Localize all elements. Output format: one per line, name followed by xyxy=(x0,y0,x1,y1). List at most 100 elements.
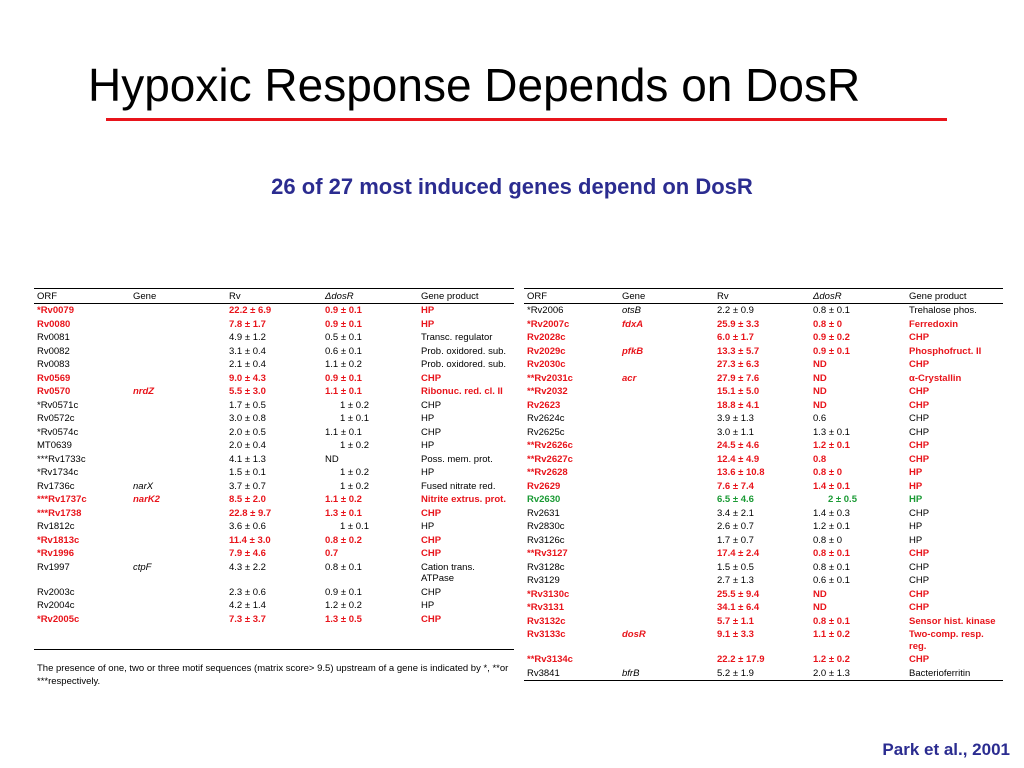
table-row: Rv2030c 27.3 ± 6.3 ND CHP xyxy=(524,358,1003,372)
rv-cell: 4.9 ± 1.2 xyxy=(229,332,266,343)
orf-cell: Rv2030c xyxy=(527,359,566,370)
right-table-wrap: ORF Gene Rv ΔdosR Gene product *Rv2006 otsB 2.… xyxy=(524,288,1003,681)
gene-cell xyxy=(130,345,226,359)
table-row: **Rv2628 13.6 ± 10.8 0.8 ± 0 HP xyxy=(524,466,1003,480)
product-cell: Sensor hist. kinase xyxy=(909,615,996,627)
orf-cell: Rv2029c xyxy=(527,345,566,357)
rv-cell: 3.9 ± 1.3 xyxy=(717,413,754,424)
dosr-cell: 0.6 ± 0.1 xyxy=(813,575,850,586)
product-cell: Ribonuc. red. cl. II xyxy=(421,386,503,397)
table-row: *Rv0574c 2.0 ± 0.5 1.1 ± 0.1 CHP xyxy=(34,426,514,440)
gene-cell xyxy=(130,304,226,318)
orf-cell: Rv3133c xyxy=(527,629,566,640)
table-row: **Rv2627c 12.4 ± 4.9 0.8 CHP xyxy=(524,453,1003,467)
table-row: Rv0080 7.8 ± 1.7 0.9 ± 0.1 HP xyxy=(34,318,514,332)
orf-cell: Rv3841 xyxy=(524,666,619,681)
product-cell: Two-comp. resp. reg. xyxy=(906,628,1003,653)
product-cell: Transc. regulator xyxy=(421,332,493,343)
gene-cell: otsB xyxy=(622,305,642,316)
dosr-cell: 0.7 xyxy=(325,548,339,559)
table-row: *Rv1813c 11.4 ± 3.0 0.8 ± 0.2 CHP xyxy=(34,534,514,548)
rv-cell: 6.0 ± 1.7 xyxy=(717,332,754,343)
rv-cell: 24.5 ± 4.6 xyxy=(717,440,760,451)
col-dosr-header: ΔdosR xyxy=(810,288,906,304)
product-cell: HP xyxy=(421,305,435,316)
dosr-cell: 1 ± 0.2 xyxy=(340,399,369,411)
dosr-cell: 0.9 ± 0.1 xyxy=(325,318,362,330)
table-row: Rv2004c 4.2 ± 1.4 1.2 ± 0.2 HP xyxy=(34,599,514,613)
orf-cell: *Rv3130c xyxy=(527,588,570,600)
rv-cell: 2.6 ± 0.7 xyxy=(717,521,754,532)
dosr-cell: 0.8 ± 0.1 xyxy=(813,548,850,559)
rv-cell: 3.1 ± 0.4 xyxy=(229,345,266,357)
product-cell: CHP xyxy=(421,507,442,519)
orf-cell: *Rv1996 xyxy=(37,548,74,559)
product-cell: HP xyxy=(909,467,923,478)
rv-cell: 13.3 ± 5.7 xyxy=(717,345,760,357)
orf-cell: **Rv2627c xyxy=(527,453,573,465)
orf-cell: ***Rv1738 xyxy=(37,507,82,519)
gene-cell xyxy=(130,534,226,548)
table-row: ***Rv1738 22.8 ± 9.7 1.3 ± 0.1 CHP xyxy=(34,507,514,521)
gene-cell xyxy=(619,385,714,399)
rv-cell: 9.0 ± 4.3 xyxy=(229,372,266,384)
orf-cell: Rv2629 xyxy=(527,480,561,492)
table-row: Rv0082 3.1 ± 0.4 0.6 ± 0.1 Prob. oxidored. … xyxy=(34,345,514,359)
orf-cell: *Rv2006 xyxy=(527,305,564,316)
orf-cell: Rv1736c xyxy=(37,480,75,492)
product-cell: CHP xyxy=(909,399,930,411)
rv-cell: 2.0 ± 0.4 xyxy=(229,440,266,451)
gene-cell xyxy=(619,331,714,345)
citation: Park et al., 2001 xyxy=(882,740,1010,759)
orf-cell: **Rv2032 xyxy=(527,386,568,397)
dosr-cell: 0.8 ± 0 xyxy=(813,534,842,546)
table-row: *Rv2007c fdxA 25.9 ± 3.3 0.8 ± 0 Ferredoxin xyxy=(524,318,1003,332)
rv-cell: 7.6 ± 7.4 xyxy=(717,480,754,492)
dosr-cell: 1.4 ± 0.1 xyxy=(813,480,850,492)
table-footnote: The presence of one, two or three motif … xyxy=(37,663,509,687)
product-cell: CHP xyxy=(421,372,442,384)
left-gene-table: ORF Gene Rv ΔdosR Gene product *Rv0079 22.2 ±… xyxy=(34,288,514,650)
dosr-cell: 0.6 xyxy=(813,413,827,424)
dosr-cell: 0.6 ± 0.1 xyxy=(325,345,362,357)
dosr-cell: 0.9 ± 0.1 xyxy=(813,345,850,357)
gene-cell xyxy=(619,426,714,440)
slide-title: Hypoxic Response Depends on DosR xyxy=(88,59,861,111)
product-cell: CHP xyxy=(909,548,930,559)
table-header-row: ORF Gene Rv ΔdosR Gene product xyxy=(524,288,1003,304)
gene-cell xyxy=(130,331,226,345)
rv-cell: 25.5 ± 9.4 xyxy=(717,588,760,600)
product-cell: HP xyxy=(421,413,435,424)
orf-cell: *Rv1813c xyxy=(37,534,80,546)
gene-cell xyxy=(619,547,714,561)
table-row: ***Rv1737c narK2 8.5 ± 2.0 1.1 ± 0.2 Nitrite… xyxy=(34,493,514,507)
table-row: Rv2624c 3.9 ± 1.3 0.6 CHP xyxy=(524,412,1003,426)
product-cell: HP xyxy=(421,467,435,478)
dosr-cell: 1.3 ± 0.5 xyxy=(322,612,418,650)
gene-cell: acr xyxy=(622,372,637,384)
col-gene-header: Gene xyxy=(130,288,226,304)
dosr-cell: 1 ± 0.2 xyxy=(340,440,369,451)
rv-cell: 7.8 ± 1.7 xyxy=(229,318,266,330)
table-row: *Rv1734c 1.5 ± 0.1 1 ± 0.2 HP xyxy=(34,466,514,480)
orf-cell: Rv2830c xyxy=(527,521,565,532)
rv-cell: 1.5 ± 0.5 xyxy=(717,561,754,573)
product-cell: CHP xyxy=(909,426,930,438)
rv-cell: 2.1 ± 0.4 xyxy=(229,359,266,370)
rv-cell: 3.0 ± 0.8 xyxy=(229,413,266,424)
rv-cell: 11.4 ± 3.0 xyxy=(229,534,271,546)
dosr-cell: 1 ± 0.1 xyxy=(340,413,369,424)
gene-cell: narK2 xyxy=(133,494,160,505)
rv-cell: 3.0 ± 1.1 xyxy=(717,426,754,438)
product-cell: CHP xyxy=(909,561,930,573)
dosr-cell: 0.5 ± 0.1 xyxy=(325,332,362,343)
dosr-cell: 0.9 ± 0.1 xyxy=(325,372,362,384)
rv-cell: 4.1 ± 1.3 xyxy=(229,453,266,465)
rv-cell: 2.0 ± 0.5 xyxy=(229,426,266,438)
orf-cell: *Rv0571c xyxy=(37,399,79,411)
rv-cell: 1.7 ± 0.5 xyxy=(229,399,266,411)
table-row: *Rv1996 7.9 ± 4.6 0.7 CHP xyxy=(34,547,514,561)
dosr-cell: 2.0 ± 1.3 xyxy=(810,666,906,681)
table-row: MT0639 2.0 ± 0.4 1 ± 0.2 HP xyxy=(34,439,514,453)
dosr-cell: 0.9 ± 0.2 xyxy=(813,332,850,343)
